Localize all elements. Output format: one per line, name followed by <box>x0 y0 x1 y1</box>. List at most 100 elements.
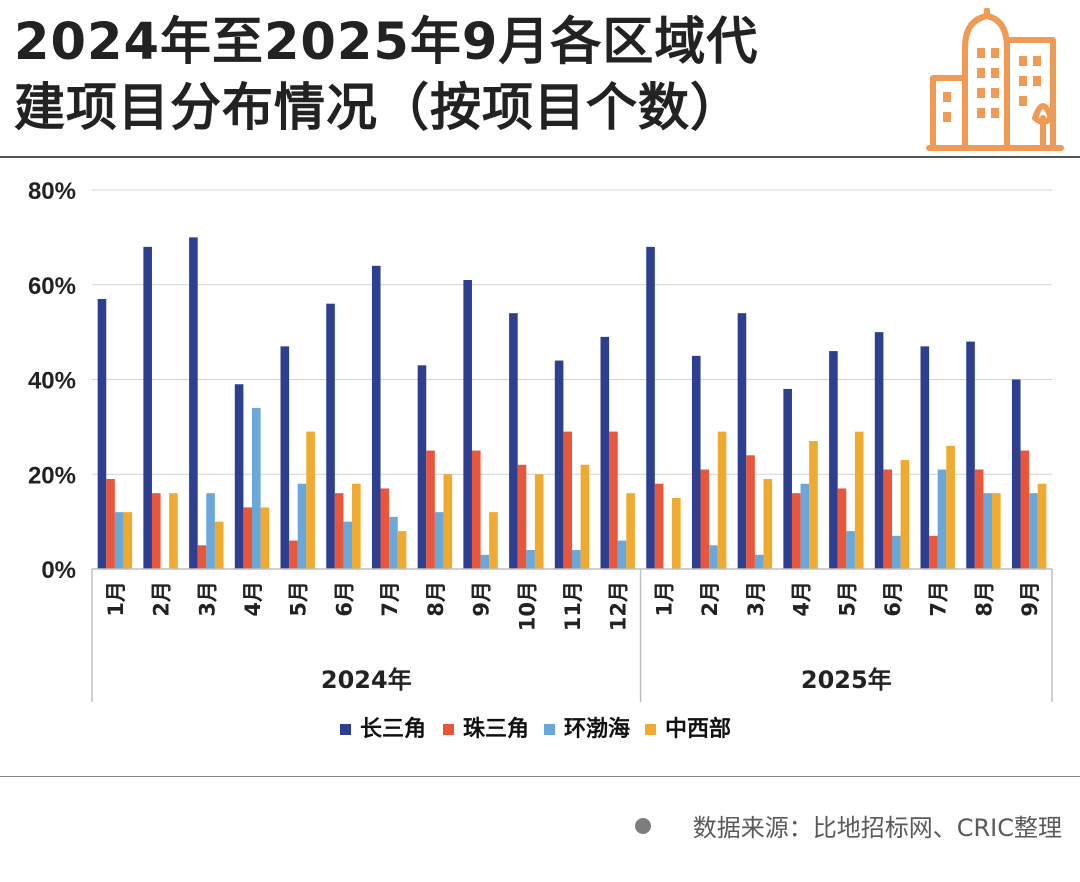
bar-中西部 <box>854 431 864 569</box>
bar-珠三角 <box>1020 450 1030 569</box>
legend-swatch <box>645 724 656 735</box>
bar-长三角 <box>234 384 244 569</box>
bar-珠三角 <box>106 478 115 569</box>
bar-中西部 <box>489 512 498 569</box>
chart-title: 2024年至2025年9月各区域代 建项目分布情况（按项目个数） <box>14 10 758 142</box>
bar-中西部 <box>717 431 727 569</box>
bar-环渤海 <box>297 483 307 569</box>
bar-中西部 <box>672 497 681 569</box>
bar-珠三角 <box>151 493 161 569</box>
y-tick-label: 0% <box>41 557 76 584</box>
bar-珠三角 <box>517 464 527 569</box>
x-tick-label: 7月 <box>927 581 951 617</box>
bar-珠三角 <box>243 507 252 569</box>
bar-珠三角 <box>837 488 847 569</box>
bar-环渤海 <box>389 516 398 569</box>
bar-中西部 <box>946 445 955 569</box>
bar-珠三角 <box>974 469 984 569</box>
x-tick-label: 8月 <box>424 581 448 617</box>
bar-珠三角 <box>746 455 755 569</box>
bar-环渤海 <box>800 483 810 569</box>
legend-swatch <box>544 724 555 735</box>
x-tick-label: 6月 <box>332 581 356 617</box>
bar-中西部 <box>123 512 133 569</box>
footer-divider <box>0 776 1080 777</box>
bar-中西部 <box>443 474 453 569</box>
source-note: 数据来源：比地招标网、CRIC整理 <box>634 808 1062 843</box>
bar-长三角 <box>326 303 335 569</box>
legend-label: 珠三角 <box>463 716 529 742</box>
bar-长三角 <box>783 388 792 569</box>
x-tick-label: 11月 <box>561 581 585 631</box>
y-tick-label: 80% <box>28 178 76 205</box>
bar-珠三角 <box>471 450 481 569</box>
bar-环渤海 <box>709 545 718 569</box>
bar-环渤海 <box>114 512 124 569</box>
title-line-1: 2024年至2025年9月各区域代 <box>14 13 759 72</box>
bar-中西部 <box>580 464 590 569</box>
x-tick-label: 3月 <box>744 581 768 617</box>
bar-珠三角 <box>654 483 664 569</box>
bar-珠三角 <box>883 469 892 569</box>
x-tick-label: 10月 <box>515 581 539 631</box>
bar-中西部 <box>900 460 910 569</box>
bar-环渤海 <box>572 550 581 569</box>
bar-长三角 <box>509 313 518 569</box>
bar-珠三角 <box>426 450 435 569</box>
bar-长三角 <box>829 351 838 569</box>
bar-长三角 <box>737 313 747 569</box>
bar-中西部 <box>1037 483 1047 569</box>
bar-环渤海 <box>983 493 993 569</box>
bar-长三角 <box>600 336 610 569</box>
bar-长三角 <box>189 237 198 570</box>
source-text: 数据来源：比地招标网、CRIC整理 <box>692 814 1062 842</box>
bar-珠三角 <box>289 540 298 569</box>
x-tick-label: 2月 <box>698 581 722 617</box>
bar-中西部 <box>534 474 544 569</box>
x-tick-label: 3月 <box>195 581 219 617</box>
city-buildings-icon <box>926 8 1064 151</box>
bar-中西部 <box>306 431 315 569</box>
legend-label: 环渤海 <box>564 716 630 742</box>
bar-环渤海 <box>526 550 535 569</box>
bar-长三角 <box>554 360 564 569</box>
bar-长三角 <box>417 365 427 569</box>
bar-长三角 <box>371 265 381 569</box>
x-tick-label: 4月 <box>790 581 814 617</box>
bar-环渤海 <box>754 554 764 569</box>
bar-环渤海 <box>846 531 855 569</box>
bar-环渤海 <box>937 469 947 569</box>
bar-长三角 <box>1011 379 1021 569</box>
y-tick-label: 40% <box>28 368 76 395</box>
y-tick-label: 20% <box>28 462 76 489</box>
bar-中西部 <box>260 507 270 569</box>
bar-中西部 <box>992 493 1001 569</box>
bar-珠三角 <box>791 493 801 569</box>
legend-swatch <box>443 724 454 735</box>
bar-长三角 <box>966 341 975 569</box>
x-tick-label: 9月 <box>1018 581 1042 617</box>
bar-珠三角 <box>609 431 618 569</box>
bar-环渤海 <box>1029 493 1038 569</box>
bar-环渤海 <box>480 554 490 569</box>
x-tick-label: 4月 <box>241 581 265 617</box>
bar-长三角 <box>143 246 152 569</box>
bar-珠三角 <box>334 493 344 569</box>
x-tick-label: 1月 <box>104 581 128 617</box>
legend-label: 中西部 <box>665 716 731 742</box>
bar-环渤海 <box>252 407 261 569</box>
legend-swatch <box>340 724 351 735</box>
group-label: 2024年 <box>321 666 412 694</box>
bar-长三角 <box>280 346 290 569</box>
bar-环渤海 <box>343 521 353 570</box>
y-tick-label: 60% <box>28 273 76 300</box>
bar-环渤海 <box>892 535 901 569</box>
title-line-2: 建项目分布情况（按项目个数） <box>14 79 743 138</box>
bar-中西部 <box>809 441 818 569</box>
x-tick-label: 7月 <box>378 581 402 617</box>
bar-中西部 <box>626 493 635 569</box>
bar-环渤海 <box>617 540 627 569</box>
bar-珠三角 <box>563 431 572 569</box>
title-divider <box>0 156 1080 158</box>
bar-chart: 0% 20% 40% 60% 80% 1月 2月 3月 4月 5月 6月 7月 8月 9月 10月 11月 12… <box>28 178 1053 742</box>
